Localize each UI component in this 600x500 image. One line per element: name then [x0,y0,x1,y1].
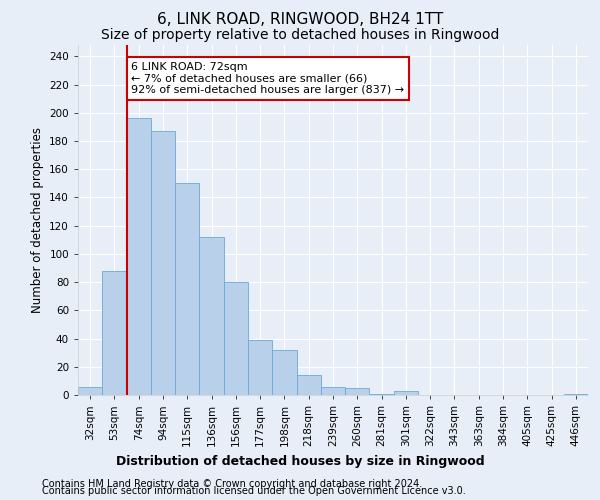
Text: Distribution of detached houses by size in Ringwood: Distribution of detached houses by size … [116,455,484,468]
Bar [564,394,588,395]
Text: Contains HM Land Registry data © Crown copyright and database right 2024.: Contains HM Land Registry data © Crown c… [42,479,422,489]
Bar [345,388,370,395]
Bar [102,271,127,395]
Text: Contains public sector information licensed under the Open Government Licence v3: Contains public sector information licen… [42,486,466,496]
Bar [151,131,175,395]
Bar [175,184,199,395]
Bar [321,386,345,395]
Bar [199,237,224,395]
Text: 6 LINK ROAD: 72sqm
← 7% of detached houses are smaller (66)
92% of semi-detached: 6 LINK ROAD: 72sqm ← 7% of detached hous… [131,62,404,95]
Bar [370,394,394,395]
Text: 6, LINK ROAD, RINGWOOD, BH24 1TT: 6, LINK ROAD, RINGWOOD, BH24 1TT [157,12,443,28]
Y-axis label: Number of detached properties: Number of detached properties [31,127,44,313]
Bar [394,391,418,395]
Bar [224,282,248,395]
Bar [127,118,151,395]
Bar [272,350,296,395]
Bar [248,340,272,395]
Text: Size of property relative to detached houses in Ringwood: Size of property relative to detached ho… [101,28,499,42]
Bar [78,386,102,395]
Bar [296,375,321,395]
